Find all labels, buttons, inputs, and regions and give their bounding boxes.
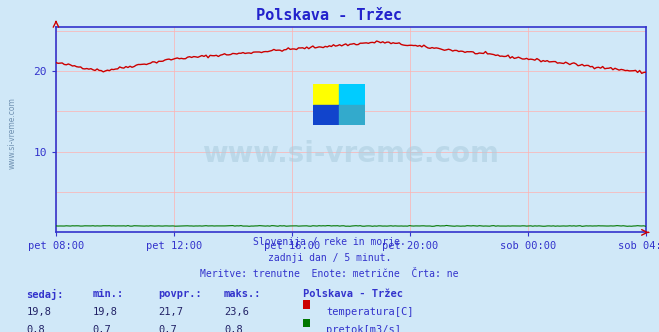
Text: temperatura[C]: temperatura[C] <box>326 307 414 317</box>
Text: Polskava - Tržec: Polskava - Tržec <box>256 8 403 23</box>
Text: 0,7: 0,7 <box>92 325 111 332</box>
Text: www.si-vreme.com: www.si-vreme.com <box>202 140 500 168</box>
Text: 0,7: 0,7 <box>158 325 177 332</box>
Text: 19,8: 19,8 <box>92 307 117 317</box>
Text: 23,6: 23,6 <box>224 307 249 317</box>
Text: sedaj:: sedaj: <box>26 289 64 300</box>
Text: 21,7: 21,7 <box>158 307 183 317</box>
Text: pretok[m3/s]: pretok[m3/s] <box>326 325 401 332</box>
Bar <box>312 105 339 125</box>
Text: 0,8: 0,8 <box>224 325 243 332</box>
Bar <box>339 105 365 125</box>
Bar <box>339 84 365 105</box>
Text: maks.:: maks.: <box>224 289 262 299</box>
Text: Meritve: trenutne  Enote: metrične  Črta: ne: Meritve: trenutne Enote: metrične Črta: … <box>200 269 459 279</box>
Text: 19,8: 19,8 <box>26 307 51 317</box>
Text: Polskava - Tržec: Polskava - Tržec <box>303 289 403 299</box>
Text: Slovenija / reke in morje.: Slovenija / reke in morje. <box>253 237 406 247</box>
Text: zadnji dan / 5 minut.: zadnji dan / 5 minut. <box>268 253 391 263</box>
Text: povpr.:: povpr.: <box>158 289 202 299</box>
Text: min.:: min.: <box>92 289 123 299</box>
Text: www.si-vreme.com: www.si-vreme.com <box>8 97 17 169</box>
Bar <box>312 84 339 105</box>
Text: 0,8: 0,8 <box>26 325 45 332</box>
